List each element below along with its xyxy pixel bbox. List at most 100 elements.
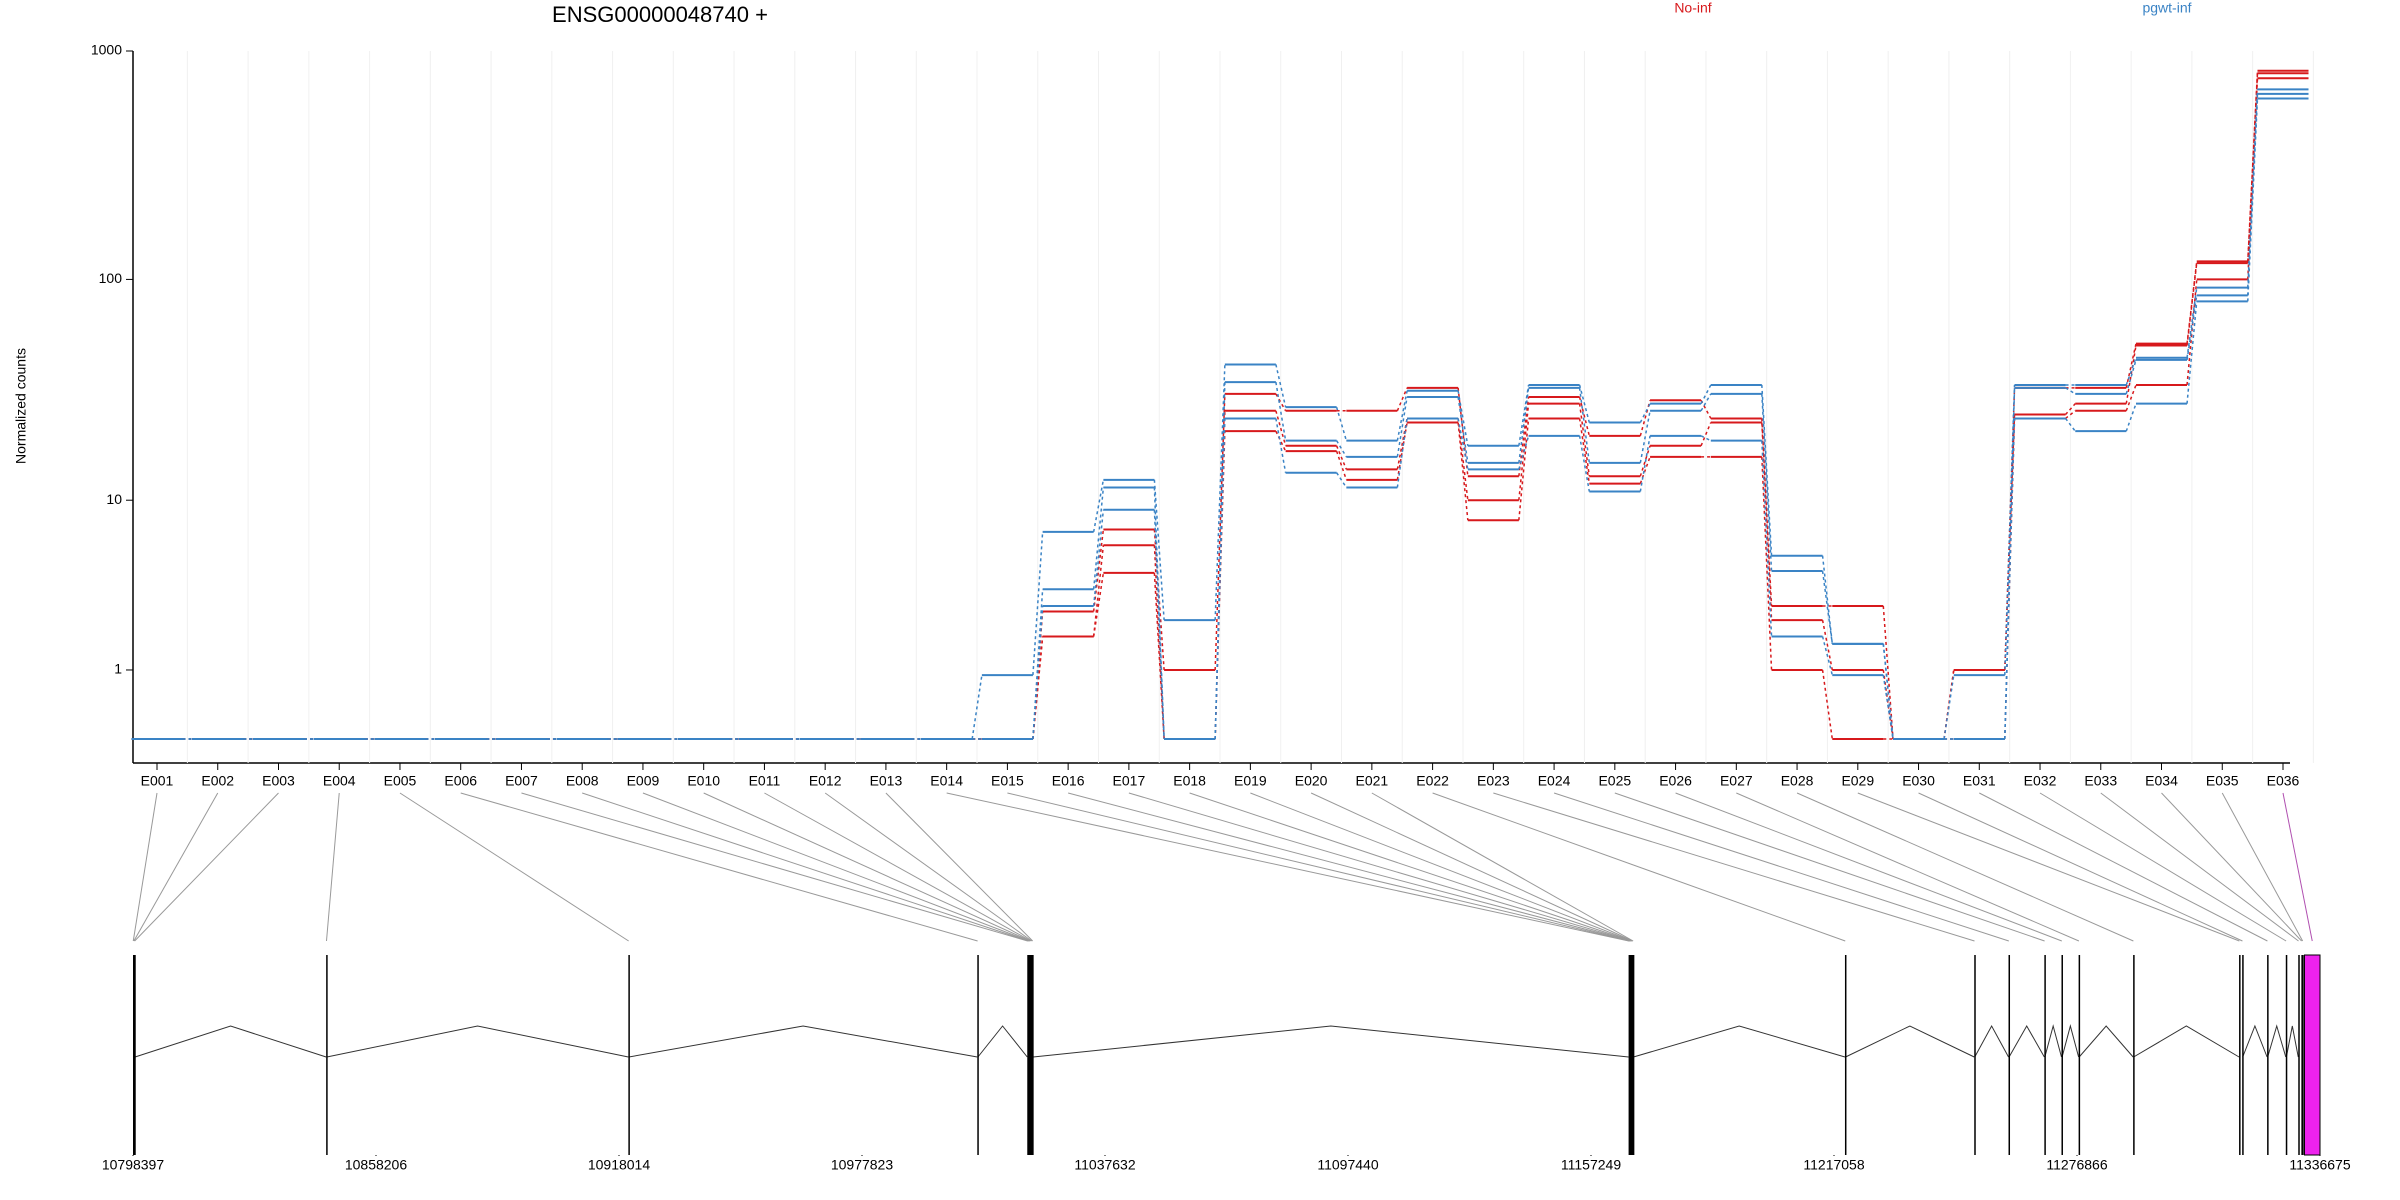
count-connector — [1153, 509, 1165, 740]
legend-entry: No-inf — [1674, 0, 1711, 16]
count-connector — [1092, 509, 1105, 607]
count-connector — [1032, 636, 1044, 740]
exon — [1032, 955, 1034, 1155]
exon-connector — [885, 792, 1034, 942]
exon-connector — [2100, 792, 2299, 942]
exon-connector — [1068, 792, 1631, 942]
x2-tick-label: 11157249 — [1561, 1157, 1621, 1173]
intron — [1633, 1025, 1846, 1058]
x-tick-label: E021 — [1356, 773, 1389, 789]
x-tick-label: E015 — [991, 773, 1024, 789]
exon-connector — [1250, 792, 1633, 942]
x-tick-label: E011 — [749, 773, 781, 789]
count-connector — [1335, 472, 1347, 488]
count-connector — [1457, 418, 1469, 470]
count-connector — [1761, 422, 1773, 621]
exon — [1844, 955, 1847, 1155]
y-axis-label: Normalized counts — [13, 348, 29, 464]
exon-connector — [1857, 792, 2240, 942]
exon-connector — [1432, 792, 1846, 942]
x-tick-label: E004 — [323, 773, 356, 789]
intron — [1974, 1024, 2009, 1058]
count-connector — [2247, 98, 2259, 302]
exon — [2008, 955, 2011, 1155]
intron — [2133, 1025, 2240, 1058]
x2-tick-label: 11276866 — [2046, 1157, 2107, 1173]
x-tick-label: E008 — [566, 773, 599, 789]
count-connector — [2125, 357, 2137, 386]
count-connector — [1092, 529, 1105, 612]
count-connector — [2004, 384, 2016, 676]
count-connector — [2247, 70, 2259, 262]
exon — [1632, 955, 1635, 1155]
intron — [2008, 1024, 2045, 1058]
legend-entry: pgwt-inf — [2142, 0, 2191, 16]
x-tick-label: E017 — [1113, 773, 1146, 789]
count-connector — [1518, 387, 1530, 463]
count-connector — [1639, 456, 1651, 484]
count-connector — [2064, 417, 2076, 432]
x2-tick-label: 10798397 — [102, 1157, 165, 1173]
exon-connector — [1310, 792, 1633, 942]
count-connector — [1396, 396, 1408, 457]
count-connector — [1457, 418, 1469, 501]
exon-connector — [325, 792, 340, 942]
exon-connector — [134, 792, 279, 942]
count-connector — [2064, 403, 2076, 416]
count-connector — [1578, 387, 1591, 463]
exon — [2302, 955, 2304, 1155]
x-tick-label: E032 — [2024, 773, 2057, 789]
count-connector — [1032, 606, 1044, 740]
intron — [2061, 1024, 2080, 1058]
exon-connector — [703, 792, 1031, 942]
x-tick-label: E027 — [1720, 773, 1753, 789]
exon-connector — [1675, 792, 2062, 942]
x-tick-label: E031 — [1963, 773, 1996, 789]
x2-tick-label: 10858206 — [345, 1157, 408, 1173]
count-connector — [2125, 403, 2137, 432]
exon — [977, 955, 979, 1155]
exon — [2267, 955, 2269, 1155]
count-connector — [2125, 343, 2137, 388]
y-tick-label: 1000 — [91, 42, 122, 58]
count-connector — [1214, 364, 1226, 621]
x-tick-label: E012 — [809, 773, 842, 789]
exon-connector — [764, 792, 1032, 942]
exon-connector — [946, 792, 1629, 942]
exon — [2061, 955, 2063, 1155]
intron — [2242, 1024, 2268, 1058]
exon-connector — [1128, 792, 1631, 942]
count-connector — [1275, 382, 1287, 441]
x2-tick-label: 11037632 — [1074, 1157, 1135, 1173]
count-connector — [2186, 301, 2198, 404]
count-connector — [1275, 430, 1287, 452]
count-connector — [1335, 445, 1348, 470]
exon-connector — [132, 792, 158, 942]
exon-connector — [1614, 792, 2045, 942]
count-connector — [1578, 403, 1591, 477]
x-tick-label: E003 — [262, 773, 295, 789]
x-tick-label: E007 — [505, 773, 538, 789]
x-tick-label: E005 — [384, 773, 417, 789]
x-tick-label: E034 — [2145, 773, 2178, 789]
count-connector — [1457, 396, 1469, 464]
exon-connector — [1553, 792, 2009, 942]
count-connector — [1518, 384, 1530, 446]
count-connector — [2186, 262, 2198, 346]
count-connector — [1639, 445, 1651, 477]
exon — [134, 955, 136, 1155]
count-connector — [1578, 396, 1591, 436]
exon-connector — [1796, 792, 2134, 942]
x2-tick-label: 11336675 — [2289, 1157, 2350, 1173]
x2-tick-label: 11097440 — [1317, 1157, 1378, 1173]
exon — [1030, 955, 1033, 1155]
x-tick-label: E022 — [1416, 773, 1449, 789]
count-connector — [1639, 410, 1651, 464]
exon-connector — [1493, 792, 1975, 942]
exon-connector — [1918, 792, 2243, 942]
count-connector — [2065, 387, 2076, 395]
exon — [2285, 955, 2288, 1155]
count-connector — [1821, 619, 1834, 671]
count-connector — [2186, 261, 2198, 344]
exon-connector — [2282, 792, 2313, 942]
